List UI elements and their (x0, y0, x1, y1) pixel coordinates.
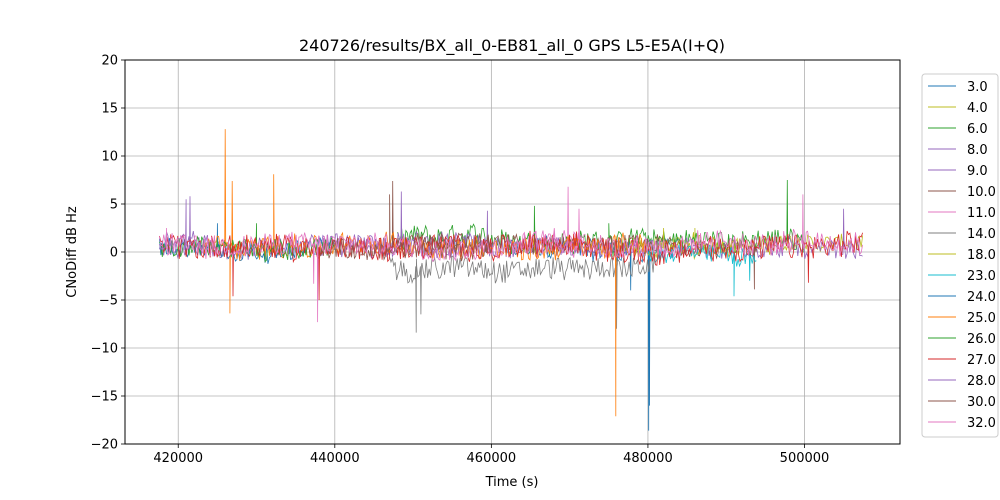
legend-label-6-0: 6.0 (967, 122, 988, 137)
series-line-25-0 (201, 129, 648, 417)
series-line-32-0 (159, 194, 863, 323)
x-tick-label: 460000 (467, 451, 517, 466)
series-line-27-0 (159, 230, 863, 301)
series-line-30-0 (318, 194, 492, 262)
x-axis-label: Time (s) (485, 475, 539, 490)
legend-label-14-0: 14.0 (967, 227, 996, 242)
y-axis: −20 −15 −10 −5 0 5 10 15 20 (91, 54, 125, 453)
plot-area (159, 129, 863, 431)
x-tick-label: 420000 (153, 451, 203, 466)
y-tick-label: −15 (91, 390, 118, 405)
y-tick-label: −5 (99, 294, 118, 309)
y-tick-label: −20 (91, 438, 118, 453)
legend-label-4-0: 4.0 (967, 101, 988, 116)
series-line-14-0 (389, 252, 655, 333)
y-tick-label: −10 (91, 342, 118, 357)
legend-label-11-0: 11.0 (967, 206, 996, 221)
y-tick-label: 0 (110, 246, 118, 261)
y-tick-label: 20 (101, 54, 118, 69)
legend-label-23-0: 23.0 (967, 269, 996, 284)
legend-label-32-0: 32.0 (967, 416, 996, 431)
legend-label-25-0: 25.0 (967, 311, 996, 326)
legend: 3.0 4.0 6.0 8.0 9.0 10.0 11.0 14.0 18.0 23.0 24.0 2… (921, 73, 999, 438)
x-tick-label: 480000 (623, 451, 673, 466)
series-line-3-0 (506, 235, 680, 431)
legend-label-9-0: 9.0 (967, 164, 988, 179)
legend-box (921, 73, 999, 438)
legend-label-27-0: 27.0 (967, 353, 996, 368)
chart-title: 240726/results/BX_all_0-EB81_all_0 GPS L… (299, 36, 725, 56)
y-tick-label: 5 (110, 198, 118, 213)
legend-label-28-0: 28.0 (967, 374, 996, 389)
legend-label-18-0: 18.0 (967, 248, 996, 263)
legend-label-10-0: 10.0 (967, 185, 996, 200)
x-tick-label: 500000 (780, 451, 830, 466)
x-axis: 420000 440000 460000 480000 500000 (153, 444, 829, 466)
legend-label-8-0: 8.0 (967, 143, 988, 158)
legend-label-30-0: 30.0 (967, 395, 996, 410)
series-line-23-0 (647, 244, 757, 297)
x-tick-label: 440000 (310, 451, 360, 466)
legend-label-24-0: 24.0 (967, 290, 996, 305)
y-tick-label: 15 (101, 102, 118, 117)
legend-label-3-0: 3.0 (967, 80, 988, 95)
y-axis-label: CNoDiff dB Hz (65, 206, 80, 298)
y-tick-label: 10 (101, 150, 118, 165)
legend-label-26-0: 26.0 (967, 332, 996, 347)
